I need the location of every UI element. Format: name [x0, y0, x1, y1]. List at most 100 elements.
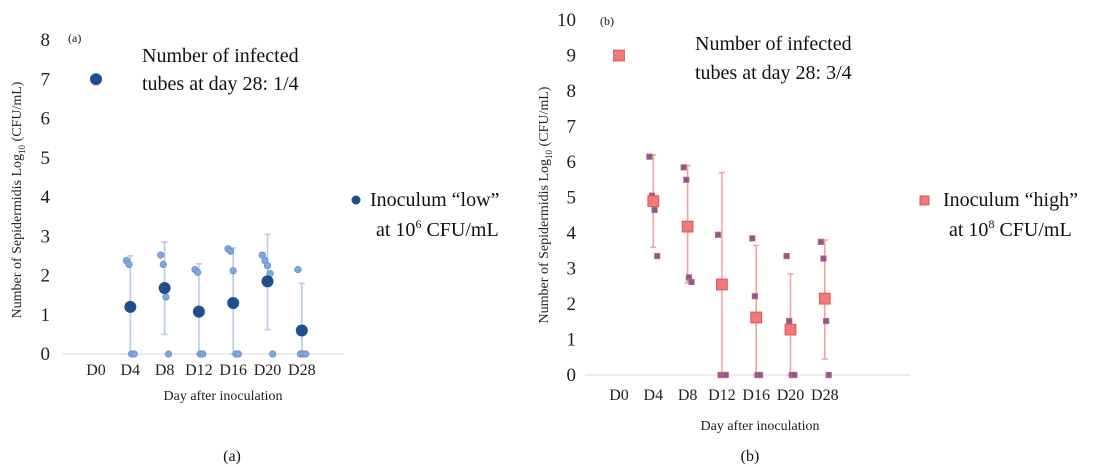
panel-a-data-point	[157, 251, 165, 259]
panel-b-ylabel-main: Number of Sepidermidis Log	[537, 159, 552, 323]
panel-b-xtick: D4	[644, 387, 664, 404]
panel-a-data-point	[234, 350, 242, 358]
panel-b-ytick: 0	[567, 365, 577, 386]
panel-b-xlabel: Day after inoculation	[701, 419, 820, 434]
panel-a-data-point	[302, 350, 310, 358]
panel-a: (a) Number of infected tubes at day 28: …	[10, 31, 499, 465]
panel-a-ytick: 4	[41, 187, 51, 208]
panel-b-ylabel: Number of Sepidermidis Log10 (CFU/mL)	[537, 86, 554, 323]
panel-b-ytick: 8	[567, 81, 577, 102]
panel-b-legend-post: CFU/mL	[994, 219, 1071, 241]
panel-b-legend-line2: at 108 CFU/mL	[949, 217, 1072, 241]
panel-b-mean-point	[784, 323, 797, 336]
panel-a-ylabel-main: Number of Sepidermidis Log	[10, 154, 25, 318]
panel-a-xtick: D28	[288, 362, 316, 379]
panel-a-data-point	[269, 350, 277, 358]
panel-b-legend-pre: at 10	[949, 219, 988, 241]
panel-b-mean-point	[818, 292, 831, 305]
panel-a-data-point	[164, 350, 173, 358]
panel-a-ytick: 8	[41, 30, 51, 51]
panel-b-xtick: D20	[777, 387, 805, 404]
panel-a-mean-point	[158, 282, 171, 295]
panel-b-data-point	[714, 231, 722, 238]
panel-b-mean-point	[750, 311, 763, 324]
panel-a-annotation-line1: Number of infected	[142, 45, 299, 67]
panel-a-xtick: D20	[254, 362, 282, 379]
panel-a-legend-line2: at 106 CFU/mL	[376, 217, 499, 241]
panel-b-ytick: 5	[567, 188, 577, 209]
panel-b-mean-point	[716, 278, 728, 291]
panel-a-data-point	[159, 260, 167, 269]
panel-a-mean-point	[261, 275, 274, 288]
panel-a-ylabel-unit: (CFU/mL)	[10, 81, 25, 145]
panel-a-xtick: D8	[155, 362, 175, 379]
panel-b-ytick: 4	[567, 223, 577, 244]
panel-b-data-point	[654, 252, 661, 260]
panel-b-data-point	[825, 371, 832, 379]
panel-a-data-point	[125, 260, 133, 269]
panel-b-data-point	[688, 278, 695, 286]
panel-b-caption: (b)	[741, 448, 760, 465]
panel-b-xtick: D0	[609, 387, 629, 404]
panel-b-ytick: 1	[567, 330, 577, 351]
panel-b-data-point	[749, 235, 756, 242]
panel-b-data-point	[680, 164, 687, 171]
panel-a-ytick: 3	[41, 226, 51, 247]
panel-a-mean-point	[295, 324, 308, 337]
panel-a-ylabel: Number of Sepidermidis Log10 (CFU/mL)	[10, 81, 27, 318]
panel-a-xtick: D0	[86, 362, 106, 379]
panel-b-ytick: 10	[557, 10, 576, 31]
panel-b-data-point	[791, 371, 798, 379]
panel-a-xtick: D12	[185, 362, 213, 379]
panel-a-ytick: 6	[41, 109, 51, 130]
panel-a-data-point	[194, 268, 202, 276]
panel-a-ytick: 1	[41, 305, 51, 326]
panel-a-ytick: 0	[41, 344, 51, 365]
panel-b-xtick: D8	[678, 387, 698, 404]
panel-b-data-point	[722, 371, 729, 379]
panel-b-xtick: D12	[708, 387, 736, 404]
panel-b-xtick: D28	[811, 387, 839, 404]
panel-b-data-point	[751, 293, 759, 300]
panel-b-data-point	[646, 153, 653, 160]
panel-a-ytick: 7	[41, 69, 51, 90]
panel-a-data-point	[229, 267, 237, 275]
panel-b-legend-marker	[919, 195, 930, 206]
panel-b: (b) Number of infected tubes at day 28: …	[537, 14, 1078, 465]
panel-b-mean-point	[647, 195, 660, 207]
panel-b-data-point	[683, 176, 690, 183]
panel-b-mean-point	[681, 220, 694, 233]
panel-b-data-point	[651, 206, 658, 214]
panel-b-annotation-line2: tubes at day 28: 3/4	[695, 62, 852, 84]
panel-a-data-point	[294, 266, 302, 274]
panel-a-mean-point	[227, 296, 240, 309]
panel-a-caption: (a)	[223, 448, 241, 465]
panel-b-tag: (b)	[600, 14, 614, 28]
panel-a-annotation-line2: tubes at day 28: 1/4	[142, 73, 299, 95]
panel-b-data-point	[820, 255, 827, 262]
panel-b-ytick: 6	[567, 152, 577, 173]
panel-b-mean-point	[613, 49, 625, 62]
panel-b-ylabel-sub: 10	[544, 149, 554, 159]
panel-b-data-point	[817, 238, 825, 245]
panel-b-annotation-line1: Number of infected	[695, 33, 852, 55]
panel-a-mean-point	[124, 300, 137, 313]
panel-b-data-point	[786, 317, 793, 325]
panel-b-ylabel-unit: (CFU/mL)	[537, 86, 552, 150]
panel-b-legend-sup: 8	[988, 217, 994, 231]
panel-a-ytick: 5	[41, 148, 51, 169]
panel-a-ytick: 2	[41, 266, 51, 287]
panel-a-data-point	[263, 262, 272, 270]
panel-a-data-point	[199, 350, 207, 358]
panel-a-xtick: D16	[219, 362, 247, 379]
panel-a-legend-post: CFU/mL	[421, 219, 498, 241]
panel-a-mean-point	[192, 305, 205, 318]
panel-a-legend-pre: at 10	[376, 219, 415, 241]
panel-a-legend-line1: Inoculum “low”	[370, 189, 499, 211]
panel-a-ylabel-sub: 10	[17, 144, 27, 154]
panel-b-ytick: 7	[567, 117, 577, 138]
panel-b-ytick: 3	[567, 259, 577, 280]
panel-b-ytick: 2	[567, 294, 577, 315]
panel-b-data-point	[756, 371, 764, 379]
